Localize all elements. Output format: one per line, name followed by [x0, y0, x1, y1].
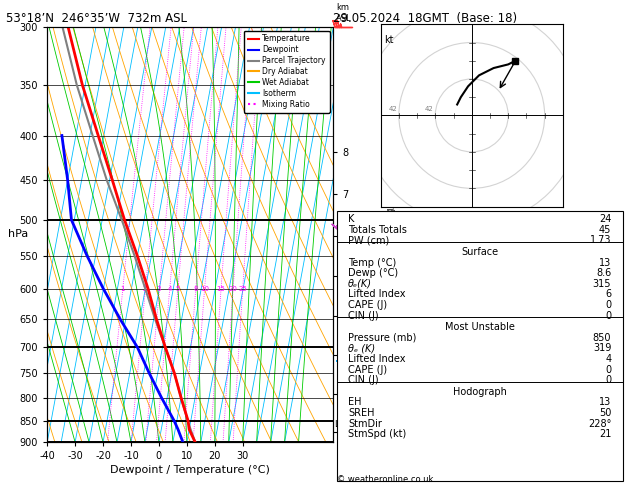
- Text: Mixing Ratio (g/kg): Mixing Ratio (g/kg): [386, 189, 396, 280]
- Text: 8: 8: [193, 286, 198, 292]
- Text: 13: 13: [599, 258, 611, 268]
- Text: 850: 850: [593, 333, 611, 343]
- Text: Surface: Surface: [461, 247, 498, 257]
- Text: CAPE (J): CAPE (J): [348, 300, 387, 310]
- Text: 13: 13: [599, 398, 611, 407]
- Text: EH: EH: [348, 398, 362, 407]
- Text: Lifted Index: Lifted Index: [348, 354, 406, 364]
- Text: 15: 15: [216, 286, 225, 292]
- Legend: Temperature, Dewpoint, Parcel Trajectory, Dry Adiabat, Wet Adiabat, Isotherm, Mi: Temperature, Dewpoint, Parcel Trajectory…: [244, 31, 330, 113]
- Text: PW (cm): PW (cm): [348, 236, 389, 245]
- Text: StmDir: StmDir: [348, 418, 382, 429]
- Text: hPa: hPa: [8, 229, 29, 240]
- Text: 3: 3: [157, 286, 162, 292]
- Text: 0: 0: [605, 300, 611, 310]
- Text: 6: 6: [605, 290, 611, 299]
- Text: CAPE (J): CAPE (J): [348, 364, 387, 375]
- Text: θₑ (K): θₑ (K): [348, 344, 375, 353]
- Text: © weatheronline.co.uk: © weatheronline.co.uk: [337, 474, 433, 484]
- Text: 0: 0: [605, 375, 611, 385]
- Text: 1.73: 1.73: [590, 236, 611, 245]
- Text: 0: 0: [605, 364, 611, 375]
- Text: 20: 20: [228, 286, 237, 292]
- Text: Pressure (mb): Pressure (mb): [348, 333, 416, 343]
- Text: 8.6: 8.6: [596, 268, 611, 278]
- Text: 45: 45: [599, 225, 611, 235]
- Text: 319: 319: [593, 344, 611, 353]
- Text: 53°18’N  246°35’W  732m ASL: 53°18’N 246°35’W 732m ASL: [6, 12, 187, 25]
- Text: 29.05.2024  18GMT  (Base: 18): 29.05.2024 18GMT (Base: 18): [333, 12, 518, 25]
- Text: km
ASL: km ASL: [337, 3, 352, 22]
- Text: 315: 315: [593, 279, 611, 289]
- Text: CIN (J): CIN (J): [348, 311, 379, 321]
- Text: 4: 4: [167, 286, 172, 292]
- Text: Totals Totals: Totals Totals: [348, 225, 407, 235]
- X-axis label: Dewpoint / Temperature (°C): Dewpoint / Temperature (°C): [110, 466, 270, 475]
- Text: 42: 42: [425, 106, 433, 112]
- Text: Lifted Index: Lifted Index: [348, 290, 406, 299]
- Text: 0: 0: [605, 311, 611, 321]
- Text: 21: 21: [599, 429, 611, 439]
- Text: 1: 1: [120, 286, 125, 292]
- Text: Temp (°C): Temp (°C): [348, 258, 396, 268]
- Text: Dewp (°C): Dewp (°C): [348, 268, 398, 278]
- Text: K: K: [348, 214, 354, 225]
- Text: 5: 5: [175, 286, 180, 292]
- Text: 4: 4: [605, 354, 611, 364]
- Text: θₑ(K): θₑ(K): [348, 279, 372, 289]
- Text: StmSpd (kt): StmSpd (kt): [348, 429, 406, 439]
- Text: 24: 24: [599, 214, 611, 225]
- Text: kt: kt: [384, 35, 394, 45]
- Text: 50: 50: [599, 408, 611, 418]
- Text: SREH: SREH: [348, 408, 374, 418]
- Text: CIN (J): CIN (J): [348, 375, 379, 385]
- Text: LCL: LCL: [334, 420, 349, 429]
- Text: 2: 2: [143, 286, 147, 292]
- Text: 228°: 228°: [588, 418, 611, 429]
- Text: 10: 10: [200, 286, 209, 292]
- Text: 42: 42: [388, 106, 397, 112]
- Text: Hodograph: Hodograph: [453, 387, 506, 397]
- Text: 25: 25: [238, 286, 247, 292]
- Text: Most Unstable: Most Unstable: [445, 322, 515, 332]
- FancyBboxPatch shape: [337, 211, 623, 481]
